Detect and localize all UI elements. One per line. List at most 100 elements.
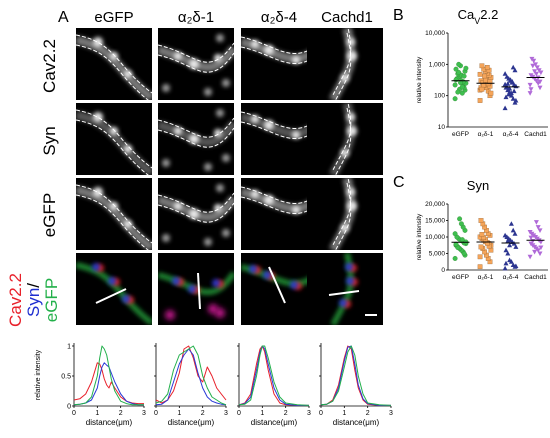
punctum [347, 188, 355, 196]
x-tick-label: 0 [237, 410, 241, 417]
data-point [510, 262, 516, 268]
y-tick-label: 20,000 [425, 201, 445, 208]
micrograph-merge-cachd1 [307, 253, 383, 325]
profile-plot-1: 0 0.5 1 0 1 2 3 distance(μm) [61, 343, 146, 427]
x-tick-label: 0 [72, 410, 76, 417]
profile-line-syn [155, 348, 227, 406]
profile-line-cav [238, 345, 309, 406]
punctum [264, 120, 274, 130]
merge-syn-punctum [172, 277, 180, 285]
y-tick-label: 10,000 [425, 234, 445, 241]
micrograph-syn-cachd1 [307, 103, 383, 175]
data-point [479, 86, 485, 92]
micrograph-egfp-a2d1 [158, 178, 234, 250]
micrograph-merge-egfp [76, 253, 152, 325]
y-tick-label: 10 [438, 124, 446, 131]
dendrite-outline-lower [76, 119, 149, 175]
merge-egfp-signal [76, 262, 152, 325]
merge-label-syn-text: Syn [24, 288, 43, 317]
data-point [538, 245, 544, 251]
row-label-egfp: eGFP [40, 193, 59, 237]
category-label: α₂δ-4 [503, 131, 519, 138]
panel-b-title: CaV2.2 [458, 7, 499, 26]
micrograph-egfp-a2d4 [241, 178, 317, 250]
data-point [537, 228, 543, 233]
data-point [452, 96, 458, 102]
profile-line-egfp [73, 345, 144, 406]
data-point [527, 82, 533, 88]
dendrite-outline-lower [158, 127, 234, 148]
dendrite-outline-upper [158, 192, 234, 213]
profile-line-marker [328, 290, 360, 296]
micrograph-content [76, 109, 152, 175]
data-point [528, 73, 534, 78]
merge-background-punctum [215, 308, 225, 318]
dendrite-signal [158, 120, 234, 147]
data-point [506, 91, 512, 97]
punctum [347, 201, 357, 211]
data-point [459, 237, 465, 243]
x-tick-label: 3 [224, 410, 228, 417]
data-point [456, 70, 462, 75]
data-point [508, 90, 514, 96]
col-title-cachd1: Cachd1 [321, 9, 373, 26]
dendrite-outline-lower [335, 32, 352, 100]
dendrite-outline-upper [76, 184, 152, 244]
micrograph-cav22-cachd1 [307, 28, 383, 100]
micrograph-cav22-a2d1 [158, 28, 234, 100]
profile-line-syn [73, 362, 144, 406]
x-tick-label: 3 [142, 410, 146, 417]
x-tick-label: 2 [201, 410, 205, 417]
category-label: Cachd1 [524, 131, 547, 138]
panel-a-letter: A [58, 9, 69, 26]
category-label: eGFP [452, 274, 469, 281]
merge-syn-punctum [188, 285, 196, 293]
y-tick-label: 0 [67, 404, 71, 411]
data-point [452, 82, 458, 88]
merge-label-slash: / [24, 283, 43, 288]
data-point [528, 241, 534, 247]
punctum [93, 37, 103, 47]
merge-syn-punctum [345, 263, 353, 271]
punctum [292, 131, 300, 139]
dendrite-outline-lower [335, 107, 352, 175]
panel-c-letter: C [393, 174, 405, 191]
data-point [536, 68, 542, 73]
background-punctum [216, 34, 224, 42]
micrograph-background [241, 103, 317, 175]
data-point [477, 254, 483, 260]
micrograph-cav22-egfp [76, 28, 152, 100]
data-point [507, 242, 513, 248]
micrograph-background [241, 178, 317, 250]
data-point [478, 244, 484, 250]
profile-line-egfp [155, 345, 227, 406]
category-label: α₂δ-1 [478, 131, 494, 138]
micrograph-content [328, 103, 357, 175]
data-point [479, 63, 485, 69]
data-point [532, 69, 538, 74]
micrograph-content [76, 34, 152, 100]
data-point [510, 227, 516, 233]
data-point [533, 71, 539, 77]
y-tick-label: 5,000 [429, 251, 446, 258]
y-tick-label: 1,000 [429, 61, 446, 68]
data-point [503, 94, 509, 100]
dendrite-outline-lower [158, 52, 234, 73]
punctum [124, 70, 132, 78]
data-point [530, 63, 536, 69]
data-point [502, 71, 508, 76]
data-point [529, 56, 535, 62]
data-point [533, 62, 538, 67]
dendrite-outline-lower [76, 44, 149, 100]
x-tick-label: 1 [260, 410, 264, 417]
data-point [479, 232, 485, 237]
data-point [507, 257, 513, 263]
dendrite-outline-upper [76, 34, 152, 94]
dendrite-outline-lower [158, 202, 234, 223]
data-point [458, 221, 464, 227]
micrograph-syn-egfp [76, 103, 152, 175]
micrograph-background [241, 28, 317, 100]
